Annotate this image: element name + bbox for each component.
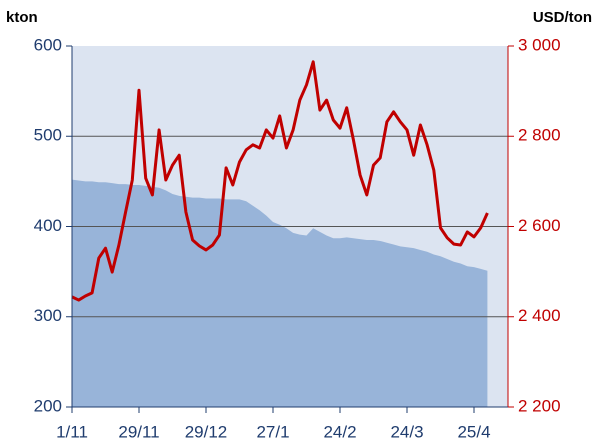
- y-axis-label: kton: [6, 9, 38, 26]
- y-tick-label: 500: [34, 126, 62, 145]
- x-tick-label: 29/11: [118, 422, 159, 441]
- y-tick-label: 300: [34, 306, 62, 325]
- y2-tick-label: 2 600: [518, 216, 561, 235]
- y2-tick-label: 3 000: [518, 35, 561, 54]
- x-tick-label: 27/1: [256, 422, 289, 441]
- y2-tick-label: 2 400: [518, 306, 561, 325]
- y2-axis-label: USD/ton: [533, 9, 592, 26]
- y-tick-label: 600: [34, 35, 62, 54]
- y-tick-label: 400: [34, 216, 62, 235]
- y2-tick-label: 2 800: [518, 126, 561, 145]
- line: [71, 60, 489, 302]
- x-tick-label: 24/2: [323, 422, 356, 441]
- x-tick-label: 29/12: [185, 422, 228, 441]
- area: [72, 179, 488, 407]
- y-tick-label: 200: [34, 396, 62, 415]
- x-tick-label: 24/3: [390, 422, 423, 441]
- x-tick-label: 25/4: [457, 422, 490, 441]
- y2-tick-label: 2 200: [518, 396, 561, 415]
- x-tick-label: 1/11: [56, 422, 88, 441]
